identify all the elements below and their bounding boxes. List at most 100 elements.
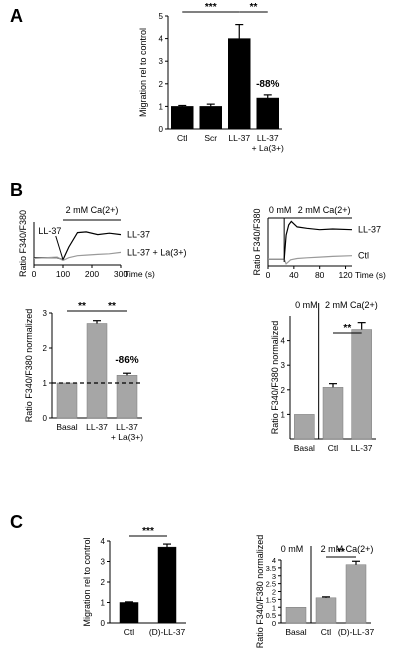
y-tick-label: 2 [101, 578, 106, 587]
x-category-label: + La(3+) [111, 432, 143, 442]
x-category-label: LL-37 [351, 443, 373, 453]
panel-label-b: B [10, 180, 23, 200]
y-tick-label: 0.5 [266, 611, 276, 620]
y-tick-label: 0 [43, 414, 48, 423]
bar [285, 607, 307, 624]
bar [345, 564, 367, 624]
y-tick-label: 0 [272, 619, 276, 628]
bar [294, 414, 315, 440]
trace-series-label: Ctl [358, 251, 369, 261]
y-tick-label: 5 [159, 12, 164, 21]
x-category-label: Ctl [328, 443, 339, 453]
zero-mm-header-c: 0 mM [281, 544, 304, 554]
y-tick-label: 1 [281, 410, 286, 419]
x-category-label: + La(3+) [252, 143, 284, 153]
x-category-label: Basal [294, 443, 315, 453]
ca-header-c: 2 mM Ca(2+) [321, 544, 374, 554]
ll37-marker-label: LL-37 [38, 226, 61, 236]
trace-series-label: LL-37 [127, 230, 150, 240]
x-category-label: (D)-LL-37 [338, 627, 375, 637]
bar [322, 387, 344, 440]
bar [199, 106, 222, 130]
y-tick-label: 1 [43, 379, 48, 388]
percent-annotation-b: -86% [115, 355, 138, 366]
x-category-label: Ctl [321, 627, 332, 637]
significance-b-right-label: ** [343, 323, 351, 334]
trace-series-label: LL-37 [358, 225, 381, 235]
x-category-label: Ctl [124, 627, 135, 637]
x-category-label: Ctl [177, 133, 188, 143]
y-tick-label: 3 [43, 309, 48, 318]
y-tick-label: 0 [101, 619, 106, 628]
y-tick-label: 4 [159, 35, 164, 44]
panel-label-a: A [10, 6, 23, 26]
panel-label-c: C [10, 512, 23, 532]
x-category-label: LL-37 [257, 133, 279, 143]
x-category-label: Scr [204, 133, 217, 143]
bar [116, 375, 138, 419]
trace-x-tick-label: 200 [85, 269, 99, 279]
y-tick-label: 2 [43, 344, 48, 353]
bar [119, 602, 139, 624]
bar [351, 329, 372, 440]
x-category-label: Basal [56, 422, 77, 432]
plots-layer: 0 1 2 3 4 5 Migration rel to control Ctl Scr LL-3… [18, 2, 386, 648]
zero-mm-header-b-bar: 0 mM [295, 300, 318, 310]
x-category-label: (D)-LL-37 [149, 627, 186, 637]
y-tick-label: 2 [159, 80, 164, 89]
bar [315, 597, 337, 624]
trace-y-axis-label: Ratio F340/F380 [18, 210, 28, 277]
y-tick-label: 1 [272, 603, 276, 612]
y-tick-label: 1 [159, 102, 164, 111]
trace-series-line [33, 251, 122, 262]
bar [157, 546, 177, 624]
bar [228, 38, 251, 130]
percent-annotation-a: -88% [256, 79, 279, 90]
y-axis-label: Migration rel to control [138, 28, 148, 117]
trace-x-tick-label: 120 [338, 270, 352, 280]
significance-b-1-label: ** [78, 301, 86, 312]
significance-a-1-label: *** [205, 2, 217, 13]
y-axis-label: Ratio F340/F380 normalized [270, 321, 280, 435]
y-tick-label: 3 [272, 572, 276, 581]
y-tick-label: 4 [272, 556, 276, 565]
x-category-label: LL-37 [86, 422, 108, 432]
significance-c-right-label: ** [337, 547, 345, 558]
y-axis-label: Migration rel to control [82, 537, 92, 626]
y-tick-label: 4 [101, 537, 106, 546]
trace-x-tick-label: 80 [315, 270, 325, 280]
trace-x-axis-label: Time (s) [124, 269, 155, 279]
zero-mm-header-b-right: 0 mM [269, 205, 292, 215]
trace-y-axis-label: Ratio F340/F380 [252, 208, 262, 275]
y-tick-label: 1.5 [266, 595, 276, 604]
ca-header-b-left: 2 mM Ca(2+) [66, 205, 119, 215]
trace-x-tick-label: 0 [266, 270, 271, 280]
x-category-label: LL-37 [228, 133, 250, 143]
y-tick-label: 4 [281, 337, 286, 346]
bar [171, 106, 194, 130]
trace-series-label: LL-37 + La(3+) [127, 247, 187, 257]
y-axis-label: Ratio F340/F380 normalized [255, 535, 265, 649]
ll37-marker-arrow [55, 235, 64, 260]
significance-c-left-label: *** [142, 526, 154, 537]
y-tick-label: 3 [159, 57, 164, 66]
y-tick-label: 2 [272, 588, 276, 597]
ca-header-b-bar: 2 mM Ca(2+) [325, 300, 378, 310]
trace-x-axis-label: Time (s) [355, 270, 386, 280]
bar [256, 97, 279, 130]
x-category-label: Basal [285, 627, 306, 637]
bar [86, 323, 108, 419]
y-tick-label: 2 [281, 386, 286, 395]
significance-a-2-label: ** [250, 2, 258, 13]
trace-series-line [268, 255, 353, 265]
y-tick-label: 1 [101, 599, 106, 608]
y-axis-label: Ratio F340/F380 normalized [24, 309, 34, 423]
y-tick-label: 2.5 [266, 580, 276, 589]
trace-x-tick-label: 0 [32, 269, 37, 279]
y-tick-label: 3 [101, 558, 106, 567]
trace-x-tick-label: 40 [289, 270, 299, 280]
trace-x-tick-label: 300 [114, 269, 128, 279]
y-tick-label: 3 [281, 361, 286, 370]
trace-x-tick-label: 100 [56, 269, 70, 279]
